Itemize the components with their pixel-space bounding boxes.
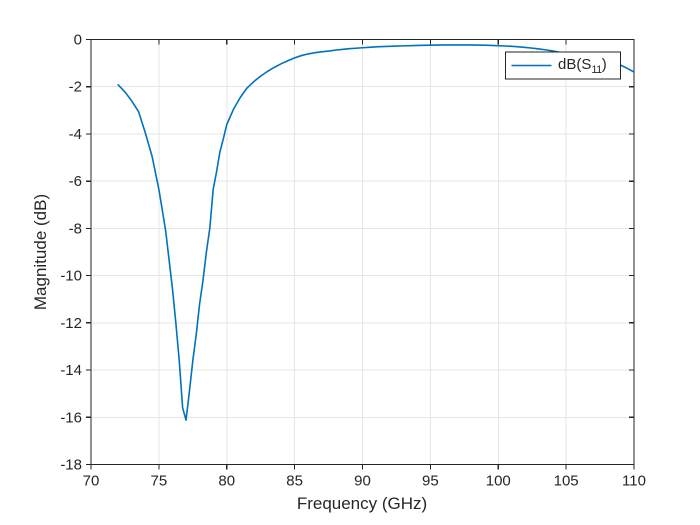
- x-tick-label: 85: [286, 473, 303, 490]
- y-tick-label: -14: [60, 362, 82, 379]
- x-tick-label: 90: [354, 473, 371, 490]
- y-tick-label: -4: [69, 126, 82, 143]
- s11-curve: [117, 44, 635, 421]
- y-tick-label: -8: [69, 220, 82, 237]
- x-tick-label: 80: [218, 473, 235, 490]
- y-tick-label: -18: [60, 457, 82, 474]
- y-tick-label: 0: [74, 32, 82, 49]
- y-tick-label: -16: [60, 409, 82, 426]
- legend-label-prefix: dB(S: [558, 55, 592, 73]
- y-tick-label: -6: [69, 173, 82, 190]
- tick-labels: 70 75 80 85 90 95 100 105 110 0 -2 -4 -6 -8 -10 -12 -14 -…: [60, 32, 646, 490]
- y-tick-label: -2: [69, 79, 82, 96]
- x-tick-label: 70: [83, 473, 100, 490]
- y-tick-label: -10: [60, 268, 82, 285]
- x-tick-label: 75: [151, 473, 168, 490]
- x-axis-label: Frequency (GHz): [296, 494, 428, 513]
- legend-box: [504, 51, 622, 80]
- x-tick-label: 100: [486, 473, 511, 490]
- legend-label-subscript: 11: [591, 63, 602, 76]
- x-tick-label: 95: [422, 473, 439, 490]
- y-tick-label: -12: [60, 315, 82, 332]
- x-tick-label: 110: [622, 473, 646, 490]
- grid-layer: [90, 39, 635, 465]
- y-axis-label: Magnitude (dB): [31, 193, 50, 311]
- legend-label: dB(S11): [558, 55, 607, 76]
- x-tick-label: 105: [554, 473, 579, 490]
- legend-label-suffix: ): [601, 55, 607, 73]
- axes-box: [90, 38, 635, 466]
